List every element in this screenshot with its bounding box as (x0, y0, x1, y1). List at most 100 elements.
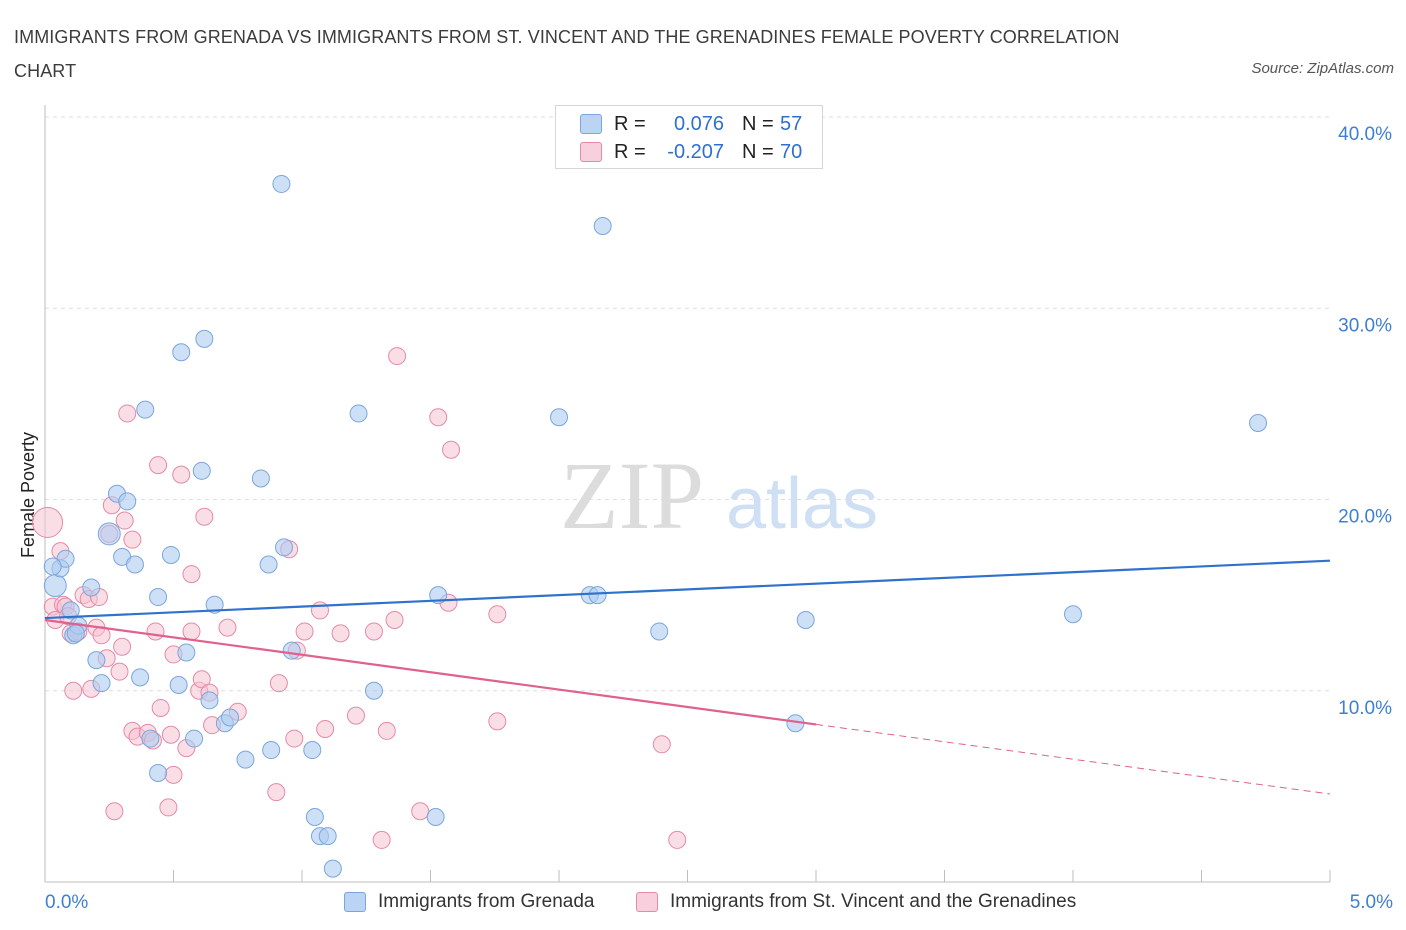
legend-n-label: N = (742, 140, 774, 163)
y-tick-label: 10.0% (1338, 698, 1392, 719)
watermark-zip: ZIP (560, 442, 704, 549)
data-point-grenada (364, 681, 383, 700)
data-point-grenada (169, 676, 188, 695)
bottom-legend-swatch-blue (344, 892, 366, 912)
data-point-st-vincent (115, 511, 134, 530)
bottom-legend-st-vincent: Immigrants from St. Vincent and the Gren… (636, 888, 1076, 916)
data-point-st-vincent (195, 507, 214, 526)
watermark-atlas: atlas (726, 464, 878, 544)
data-point-st-vincent (372, 830, 391, 849)
y-tick-label: 20.0% (1338, 507, 1392, 528)
data-point-st-vincent (105, 802, 124, 821)
data-point-st-vincent (182, 622, 201, 641)
data-point-st-vincent (123, 530, 142, 549)
data-point-grenada (1249, 414, 1268, 432)
data-point-st-vincent (192, 670, 211, 689)
trend-line-grenada (44, 559, 1331, 620)
data-point-grenada (195, 329, 214, 348)
trend-line-st-vincent (44, 618, 817, 726)
bottom-legend-swatch-pink (636, 892, 658, 912)
data-point-st-vincent (218, 618, 237, 637)
data-point-st-vincent (668, 830, 687, 849)
data-point-st-vincent (32, 506, 64, 538)
data-point-st-vincent (149, 456, 168, 475)
x-tick-label: 5.0% (1350, 892, 1393, 913)
correlation-legend: R = 0.076 N = 57 R = -0.207 N = 70 (555, 105, 823, 169)
data-point-grenada (251, 469, 270, 488)
data-point-st-vincent (267, 783, 286, 802)
watermark: ZIP atlas (560, 442, 878, 549)
legend-swatch-pink (580, 142, 602, 162)
data-point-grenada (61, 601, 80, 620)
data-point-st-vincent (146, 622, 165, 641)
x-tick-label: 0.0% (45, 892, 88, 913)
x-tick-labels: 0.0% 5.0% (45, 892, 1393, 913)
bottom-legend-grenada: Immigrants from Grenada (344, 888, 594, 916)
data-point-st-vincent (377, 721, 396, 740)
series-grenada-points (43, 174, 1268, 878)
data-point-grenada (796, 610, 815, 629)
y-tick-labels: 10.0% 20.0% 30.0% 40.0% (1338, 124, 1392, 719)
data-point-grenada (97, 522, 121, 546)
data-point-st-vincent (118, 404, 137, 423)
legend-r-label: R = (614, 140, 646, 163)
y-tick-label: 40.0% (1338, 124, 1392, 145)
data-point-st-vincent (285, 729, 304, 748)
legend-n-label: N = (742, 112, 774, 135)
data-point-grenada (236, 750, 255, 769)
data-point-grenada (262, 741, 281, 760)
bottom-legend-label: Immigrants from Grenada (378, 891, 595, 912)
data-point-grenada (66, 624, 85, 643)
data-point-st-vincent (385, 610, 404, 629)
data-point-grenada (43, 574, 67, 598)
data-point-grenada (1064, 605, 1082, 624)
legend-n-value: 57 (780, 112, 803, 135)
data-point-st-vincent (110, 662, 129, 681)
y-tick-label: 30.0% (1338, 315, 1392, 336)
legend-n-value: 70 (780, 140, 803, 163)
source-label: Source: ZipAtlas.com (1251, 60, 1394, 77)
axes (44, 105, 1331, 883)
trend-lines (44, 559, 1331, 795)
data-point-grenada (125, 555, 144, 574)
data-point-st-vincent (331, 624, 350, 643)
data-point-grenada (92, 674, 111, 693)
data-point-st-vincent (113, 637, 132, 656)
data-point-grenada (588, 586, 607, 605)
data-point-grenada (323, 859, 342, 878)
legend-r-value: -0.207 (667, 140, 724, 163)
data-point-st-vincent (182, 565, 201, 584)
data-point-grenada (136, 400, 155, 419)
data-point-grenada (141, 729, 160, 748)
data-point-grenada (550, 408, 568, 427)
data-point-grenada (177, 643, 196, 662)
data-point-grenada (275, 538, 294, 557)
trend-line-st-vincent-extrapolated (815, 723, 1331, 795)
legend-r-value: 0.076 (673, 112, 724, 135)
data-point-grenada (272, 174, 291, 193)
data-point-st-vincent (159, 798, 178, 817)
data-point-grenada (149, 763, 168, 782)
data-point-grenada (131, 668, 150, 687)
data-point-st-vincent (411, 802, 430, 821)
data-point-grenada (149, 588, 168, 607)
data-point-grenada (192, 461, 211, 480)
data-point-grenada (318, 827, 337, 846)
data-point-grenada (282, 641, 301, 660)
data-point-grenada (650, 622, 669, 641)
data-point-grenada (593, 217, 612, 236)
data-point-grenada (221, 708, 240, 727)
data-point-st-vincent (172, 465, 191, 484)
data-point-grenada (185, 729, 204, 748)
data-point-st-vincent (488, 712, 507, 731)
data-point-st-vincent (295, 622, 314, 641)
data-point-grenada (172, 343, 191, 362)
bottom-legend-label: Immigrants from St. Vincent and the Gren… (670, 891, 1077, 912)
data-point-st-vincent (429, 408, 448, 427)
data-point-st-vincent (388, 347, 407, 366)
data-point-grenada (259, 555, 278, 574)
data-point-st-vincent (164, 765, 183, 784)
data-point-grenada (305, 807, 324, 826)
data-point-grenada (349, 404, 368, 423)
